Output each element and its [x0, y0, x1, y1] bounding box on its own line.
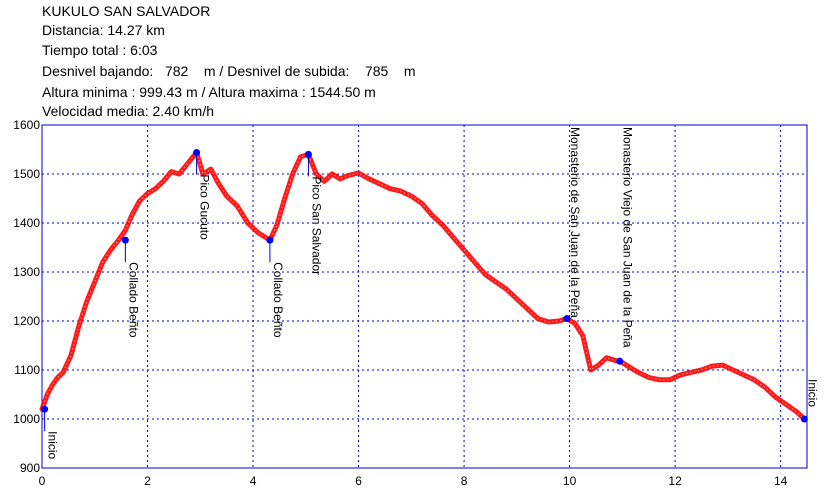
y-tick-label: 1400: [13, 216, 40, 230]
waypoint-marker: [193, 148, 201, 156]
waypoint-markers: Inicio Collado Beñto Pico Gucuto Collado Be…: [41, 127, 819, 460]
waypoint-label: Inicio: [805, 379, 819, 407]
waypoint-label: Pico Gucuto: [198, 174, 212, 240]
x-tick-label: 8: [461, 474, 468, 488]
tick-labels: 0 2 4 6 8 10 12 14 900 1000 1100 1200 1300 1400 1500 16…: [13, 118, 787, 488]
y-tick-label: 900: [20, 461, 40, 475]
grid: [42, 125, 807, 468]
elevation-line: [39, 149, 807, 422]
waypoint-marker: [304, 150, 312, 158]
y-tick-label: 1200: [13, 314, 40, 328]
x-tick-label: 6: [355, 474, 362, 488]
waypoint-marker: [616, 357, 624, 365]
waypoint-marker: [266, 236, 274, 244]
x-tick-label: 0: [39, 474, 46, 488]
waypoint-label: Monasterio Viejo de San Juan de la Peña: [621, 127, 635, 348]
waypoint-label: Collado Beñto: [271, 262, 285, 338]
waypoint-label: Pico San Salvador: [309, 176, 323, 275]
elevation-series: [39, 149, 807, 422]
waypoint-marker: [121, 236, 129, 244]
x-tick-label: 14: [774, 474, 788, 488]
y-tick-label: 1500: [13, 167, 40, 181]
waypoint-label: Collado Beñto: [126, 262, 140, 338]
x-tick-label: 4: [250, 474, 257, 488]
average-speed-text: Velocidad media: 2.40 km/h: [42, 103, 214, 119]
waypoint-marker: [563, 315, 571, 323]
elevation-change-text: Desnivel bajando: 782 m / Desnivel de su…: [42, 63, 416, 79]
route-title: KUKULO SAN SALVADOR: [42, 3, 211, 19]
plot-area: [41, 124, 808, 469]
x-tick-label: 12: [668, 474, 682, 488]
waypoint-label: Inicio: [46, 431, 60, 459]
waypoint-marker: [800, 415, 808, 423]
altitude-range-text: Altura minima : 999.43 m / Altura maxima…: [42, 84, 376, 100]
y-tick-label: 1300: [13, 265, 40, 279]
distance-text: Distancia: 14.27 km: [42, 22, 165, 38]
x-tick-label: 2: [144, 474, 151, 488]
x-tick-label: 10: [563, 474, 577, 488]
waypoint-marker: [41, 405, 49, 413]
y-tick-label: 1600: [13, 118, 40, 132]
waypoint-label: Monasterio de San Juan de la Peña: [568, 127, 582, 318]
total-time-text: Tiempo total : 6:03: [42, 42, 158, 58]
y-tick-label: 1100: [14, 363, 40, 377]
y-tick-label: 1000: [13, 412, 40, 426]
